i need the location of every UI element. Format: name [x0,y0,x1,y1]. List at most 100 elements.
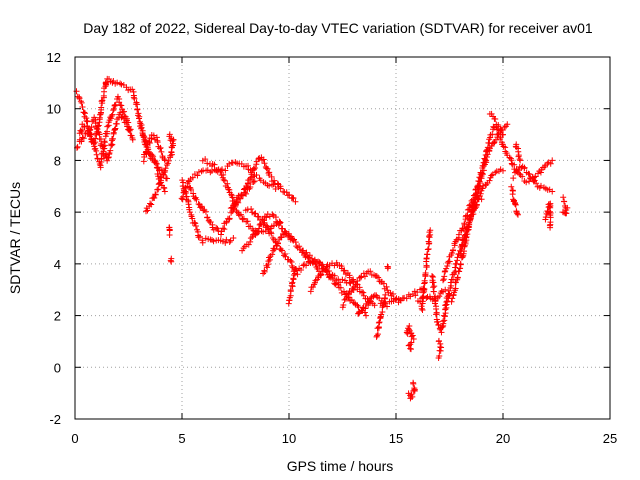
data-point [340,302,347,309]
data-point [170,136,177,143]
data-point [287,288,294,295]
data-point [150,153,157,160]
data-point [291,266,298,273]
data-point [202,208,209,215]
data-point [281,252,288,259]
data-point [89,138,96,145]
data-point [419,294,426,301]
data-point [144,207,151,214]
data-point [271,246,278,253]
data-point [107,147,114,154]
data-point [409,393,416,400]
data-point [418,303,425,310]
data-point [500,167,506,174]
data-point [146,138,153,145]
data-point [419,307,426,314]
data-point [250,179,257,186]
data-point [83,122,90,129]
data-point [204,214,211,221]
data-point [501,124,508,131]
data-point [226,160,233,167]
data-point [531,177,538,184]
data-point [154,164,161,171]
data-point [430,274,437,281]
data-point [458,250,465,257]
data-point [486,177,493,184]
y-axis-label: SDTVAR / TECUs [7,182,23,294]
data-point [110,130,117,137]
data-point [459,241,466,248]
data-point [269,211,276,218]
data-point [252,165,259,172]
data-point [510,198,517,205]
data-point [292,266,299,273]
data-point [410,379,417,386]
data-point [456,268,463,275]
data-point [462,231,469,238]
data-point [74,143,81,150]
data-point [167,152,174,159]
data-point [161,157,168,164]
data-point [454,274,461,281]
data-point [244,218,251,225]
data-point [392,296,399,303]
data-point [279,247,286,254]
data-point [268,230,275,237]
data-point [253,172,260,179]
data-point [150,132,157,139]
data-point [311,281,318,288]
data-point [521,164,528,171]
data-point [561,198,568,205]
data-point [440,277,447,284]
data-point [473,202,480,209]
data-point [217,168,224,175]
data-point [276,220,283,227]
data-point [182,189,189,196]
data-point [220,225,227,232]
data-point [376,295,383,302]
data-point [153,160,160,167]
y-tick-label: 10 [47,102,61,117]
data-point [109,111,116,118]
data-point [251,210,258,217]
data-point [108,112,115,119]
data-point [161,185,168,192]
x-tick-label: 10 [282,431,296,446]
data-point [134,106,141,113]
data-point [362,305,369,312]
data-point [279,225,286,232]
data-point [560,194,567,201]
data-point [131,95,138,102]
data-point [427,227,434,234]
data-point [161,188,168,195]
data-point [86,133,93,140]
data-point [549,188,556,195]
data-point [350,278,357,285]
data-point [220,176,227,183]
data-point [269,251,276,258]
data-point [152,158,159,165]
data-point [155,186,162,193]
data-point [373,273,380,280]
data-point [547,160,554,167]
data-point [482,158,489,165]
data-point [478,175,485,182]
data-point [121,113,128,120]
data-point [361,273,368,280]
data-point [283,189,290,196]
data-point [255,213,262,220]
y-tick-label: 2 [54,309,61,324]
data-point [488,110,495,117]
data-point [192,220,199,227]
data-point [248,205,255,212]
data-point [508,183,515,190]
data-point [464,206,471,213]
data-point [483,157,490,164]
x-tick-label: 20 [496,431,510,446]
data-point [452,285,459,292]
data-point [486,148,493,155]
data-point [375,274,382,281]
data-point [410,335,417,342]
data-point [374,331,381,338]
